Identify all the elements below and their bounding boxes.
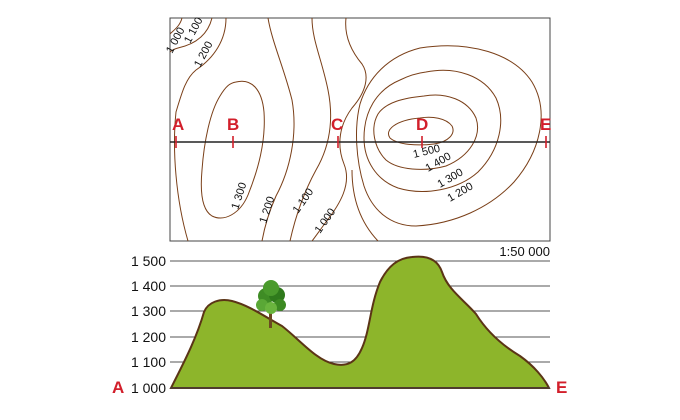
- y-tick-1300: 1 300: [131, 303, 166, 319]
- contour-1500: [388, 116, 454, 146]
- contour-1100-mid: [289, 18, 332, 241]
- contour-1100-top: [170, 18, 213, 53]
- contour-1300-right: [363, 69, 502, 192]
- contour-lines: [170, 18, 542, 241]
- contour-1300: [200, 80, 265, 219]
- contour-1200-right: [356, 45, 542, 227]
- y-tick-1100: 1 100: [131, 354, 166, 370]
- y-tick-1500: 1 500: [131, 253, 166, 269]
- profile-end-label: E: [556, 378, 567, 397]
- contour-1400: [373, 94, 478, 170]
- point-label-c: C: [331, 115, 343, 134]
- y-tick-1400: 1 400: [131, 278, 166, 294]
- y-axis-labels: 1 500 1 400 1 300 1 200 1 100 1 000: [131, 253, 166, 396]
- profile-start-label: A: [112, 378, 124, 397]
- section-ticks: [175, 136, 547, 148]
- point-label-b: B: [227, 115, 239, 134]
- profile-terrain: [169, 255, 551, 389]
- y-tick-1200: 1 200: [131, 329, 166, 345]
- point-label-d: D: [416, 115, 428, 134]
- y-tick-1000: 1 000: [131, 380, 166, 396]
- tree-icon: [256, 280, 286, 328]
- contour-1100-right: [351, 169, 379, 241]
- contour-map: 1 000 1 100 1 200 1 300 1 200 1 100 1 00…: [164, 15, 551, 259]
- map-scale-label: 1:50 000: [499, 244, 550, 259]
- contour-1200-top: [174, 18, 227, 241]
- elevation-profile: 1 500 1 400 1 300 1 200 1 100 1 000 A E: [112, 253, 567, 397]
- contour-1000-mid: [311, 18, 367, 241]
- point-label-a: A: [172, 115, 184, 134]
- point-label-e: E: [540, 115, 551, 134]
- contour-1000-top: [170, 18, 183, 35]
